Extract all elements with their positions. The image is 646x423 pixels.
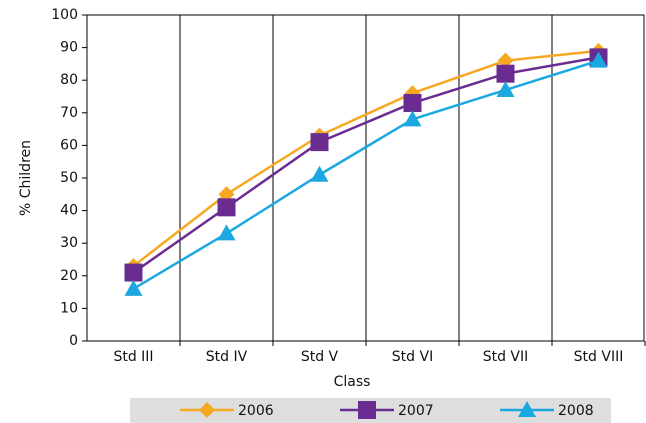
- marker: [124, 279, 143, 296]
- marker: [403, 94, 422, 113]
- marker: [310, 165, 329, 182]
- marker: [310, 133, 329, 152]
- marker: [199, 402, 215, 418]
- y-tick-label: 30: [60, 235, 78, 251]
- marker: [496, 64, 515, 83]
- y-tick-label: 10: [60, 300, 78, 316]
- series-line: [132, 56, 599, 274]
- y-tick-label: 60: [60, 137, 78, 153]
- marker: [358, 401, 376, 419]
- x-tick-label: Std VI: [392, 349, 433, 365]
- y-tick-label: 0: [69, 333, 78, 349]
- marker: [497, 52, 514, 69]
- marker: [218, 186, 235, 203]
- legend-label: 2008: [558, 403, 594, 419]
- series-line: [132, 49, 599, 268]
- y-tick-label: 90: [60, 40, 78, 56]
- y-tick-label: 100: [51, 7, 78, 23]
- x-tick-label: Std III: [113, 349, 153, 365]
- marker: [124, 263, 143, 282]
- y-tick-label: 50: [60, 170, 78, 186]
- x-tick-label: Std IV: [206, 349, 248, 365]
- x-tick-label: Std VII: [483, 349, 529, 365]
- marker: [518, 401, 536, 417]
- marker: [217, 224, 236, 241]
- y-axis-label: % Children: [18, 140, 34, 216]
- x-tick-label: Std VIII: [574, 349, 624, 365]
- legend-label: 2006: [238, 403, 274, 419]
- x-tick-label: Std V: [301, 349, 339, 365]
- legend-label: 2007: [398, 403, 434, 419]
- marker: [403, 110, 422, 127]
- marker: [589, 51, 608, 68]
- y-tick-label: 40: [60, 203, 78, 219]
- y-tick-label: 70: [60, 105, 78, 121]
- x-axis-label: Class: [334, 374, 371, 390]
- y-tick-label: 80: [60, 72, 78, 88]
- marker: [217, 198, 236, 217]
- marker: [496, 80, 515, 97]
- series-line: [132, 59, 599, 290]
- y-tick-label: 20: [60, 268, 78, 284]
